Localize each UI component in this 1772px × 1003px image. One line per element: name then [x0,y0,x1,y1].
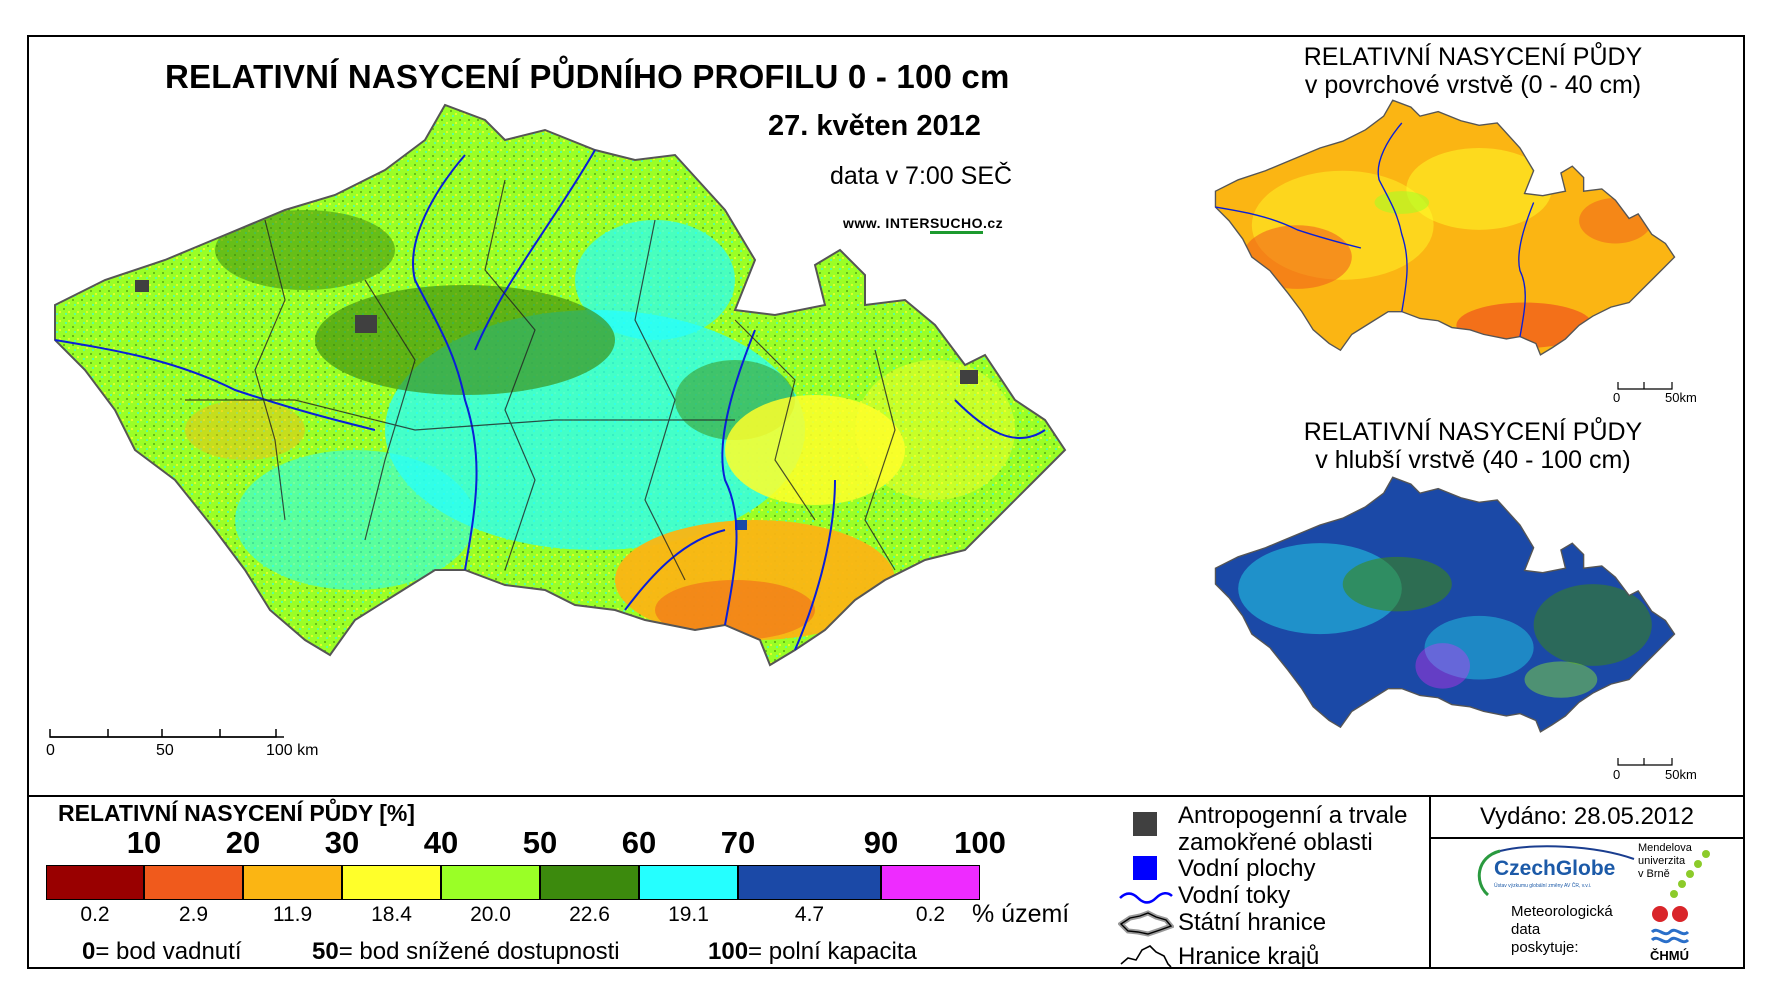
legend-percentage: 20.0 [470,903,511,926]
main-scale-0: 0 [46,742,55,759]
legend-tick-label: 100 [954,825,1006,860]
deep-scale-0: 0 [1613,767,1621,782]
meteo-line2: data [1511,921,1541,938]
inset-deep-title-line2: v hlubší vrstvě (40 - 100 cm) [1315,446,1631,474]
key-water-courses: Vodní toky [1178,882,1291,909]
czechglobe-name: CzechGlobe [1494,857,1616,880]
inset-deep-title-line1: RELATIVNÍ NASYCENÍ PŮDY [1303,418,1643,446]
key-anthropogenic-line1: Antropogenní a trvale [1178,802,1408,829]
legend-percentage: 19.1 [668,903,709,926]
note-capacity: 100= polní kapacita [708,938,917,966]
deep-scale-50: 50km [1665,767,1697,782]
main-scale-100: 100 km [266,742,319,759]
map-time: data v 7:00 SEČ [830,162,1013,190]
surface-scale-0: 0 [1613,390,1621,405]
legend-tick-label: 30 [324,825,360,860]
note-capacity-text: = polní kapacita [748,938,917,965]
legend-tick-label: 20 [225,825,261,860]
state-border-icon [1118,910,1174,937]
legend-swatch [738,865,881,900]
credits-divider [1429,837,1745,839]
water-body-swatch [1133,856,1157,880]
main-map [54,103,1067,667]
inset-surface-title-line2: v povrchové vrstvě (0 - 40 cm) [1304,71,1642,99]
legend-percentage: 22.6 [569,903,610,926]
note-reduced: 50= bod snížené dostupnosti [312,938,620,966]
legend-percentage: 2.9 [178,903,209,926]
inset-surface-title: RELATIVNÍ NASYCENÍ PŮDY v povrchové vrst… [1223,43,1723,99]
note-reduced-num: 50 [312,938,339,965]
main-scale-bar [49,729,284,738]
legend-swatch [46,865,144,900]
inset-deep-title: RELATIVNÍ NASYCENÍ PŮDY v hlubší vrstvě … [1223,418,1723,474]
czechglobe-sub: Ústav výzkumu globální změny AV ČR, v.v.… [1494,883,1592,889]
anthropogenic-swatch [1133,812,1157,836]
meteo-line3: poskytuje: [1511,939,1579,956]
note-wilting-num: 0 [82,938,96,965]
key-state-border: Státní hranice [1178,909,1327,936]
legend-panel [27,795,1745,969]
inset-surface-map [1214,99,1676,356]
note-capacity-num: 100 [708,938,749,965]
legend-pct-unit: % území [972,900,1070,928]
deep-scale-bar [1617,758,1673,766]
inset-surface-title-line1: RELATIVNÍ NASYCENÍ PŮDY [1303,43,1643,71]
water-course-icon [1119,892,1173,904]
meteo-line1: Meteorologická [1511,903,1613,920]
legend-swatch [639,865,738,900]
legend-swatch [441,865,540,900]
note-reduced-text: = bod snížené dostupnosti [338,938,620,965]
legend-percentage: 11.9 [272,903,313,926]
surface-scale-bar [1617,382,1673,390]
legend-tick-label: 40 [423,825,459,860]
key-anthropogenic-line2: zamokřené oblasti [1178,829,1373,856]
credits-panel [1429,795,1745,969]
legend-tick-label: 60 [621,825,657,860]
legend-swatch [540,865,639,900]
mendel-line2: univerzita [1638,855,1686,867]
legend-percentage: 0.2 [915,903,946,926]
legend-percentage: 4.7 [794,903,825,926]
url-suffix: .cz [983,215,1004,231]
mendel-logo [1670,850,1710,898]
note-wilting: 0= bod vadnutí [82,938,241,966]
region-border-icon [1120,945,1172,968]
state-border [54,103,1067,667]
legend-tick-label: 70 [720,825,756,860]
meteo-text: Meteorologická data poskytuje: [1511,903,1613,957]
legend-swatch [342,865,441,900]
legend-tick-label: 10 [126,825,162,860]
issued-date: Vydáno: 28.05.2012 [1480,803,1694,830]
key-region-border: Hranice krajů [1178,943,1320,970]
legend-swatch [881,865,980,900]
key-water-bodies: Vodní plochy [1178,855,1316,882]
surface-scale-50: 50km [1665,390,1697,405]
legend-percentage: 0.2 [80,903,110,926]
legend-percentage: 18.4 [371,903,412,926]
czechglobe-logo [1477,845,1635,897]
mendel-line1: Mendelova [1638,842,1692,854]
mendel-line3: v Brně [1638,868,1670,880]
map-title: RELATIVNÍ NASYCENÍ PŮDNÍHO PROFILU 0 - 1… [165,58,1010,95]
region-borders [185,179,896,581]
map-date: 27. květen 2012 [768,110,981,142]
main-scale-50: 50 [156,742,174,759]
note-wilting-text: = bod vadnutí [95,938,242,965]
inset-deep-map [1214,476,1676,733]
mendel-text: Mendelova univerzita v Brně [1638,842,1692,881]
chmu-name: ČHMÚ [1650,948,1689,963]
legend-swatch [243,865,342,900]
legend-tick-label: 50 [522,825,558,860]
legend-swatch [144,865,243,900]
legend-title: RELATIVNÍ NASYCENÍ PŮDY [%] [58,800,415,826]
key-anthropogenic: Antropogenní a trvale zamokřené oblasti [1178,802,1408,856]
rivers [54,149,1046,651]
legend-tick-label: 90 [863,825,899,860]
chmu-logo [1650,906,1690,944]
url-prefix: www. INTER [843,215,930,231]
url-mid: SUCHO [929,215,983,234]
source-url: www. INTERSUCHO.cz [843,215,1004,234]
